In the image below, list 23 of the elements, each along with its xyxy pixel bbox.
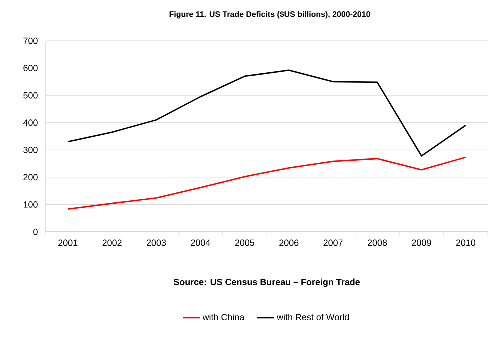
legend-label: with Rest of World: [277, 314, 350, 321]
y-tick-label: 0: [34, 228, 38, 236]
x-tick-label: 2008: [368, 240, 388, 246]
y-tick-label: 600: [24, 65, 38, 72]
y-tick-label: 300: [24, 146, 38, 154]
y-tick-label: 200: [24, 174, 38, 181]
line-series: [67, 156, 467, 210]
y-tick-label: 400: [23, 120, 38, 126]
x-tick-label: 2004: [191, 240, 210, 246]
x-tick-label: 2003: [146, 240, 166, 246]
x-tick-label: 2005: [235, 240, 254, 246]
line-series: [67, 70, 467, 157]
x-tick-label: 2006: [280, 240, 299, 246]
source-note: Source: US Census Bureau – Foreign Trade: [174, 278, 360, 288]
x-tick-label: 2009: [412, 240, 432, 246]
x-tick-label: 2007: [324, 240, 343, 246]
x-tick-label: 2002: [102, 240, 122, 246]
y-tick-label: 500: [24, 92, 38, 99]
x-tick-label: 2010: [456, 240, 476, 246]
y-tick-label: 700: [24, 38, 38, 44]
y-tick-label: 100: [24, 202, 38, 208]
x-tick-label: 2001: [58, 240, 78, 246]
legend-label: with China: [202, 314, 245, 321]
